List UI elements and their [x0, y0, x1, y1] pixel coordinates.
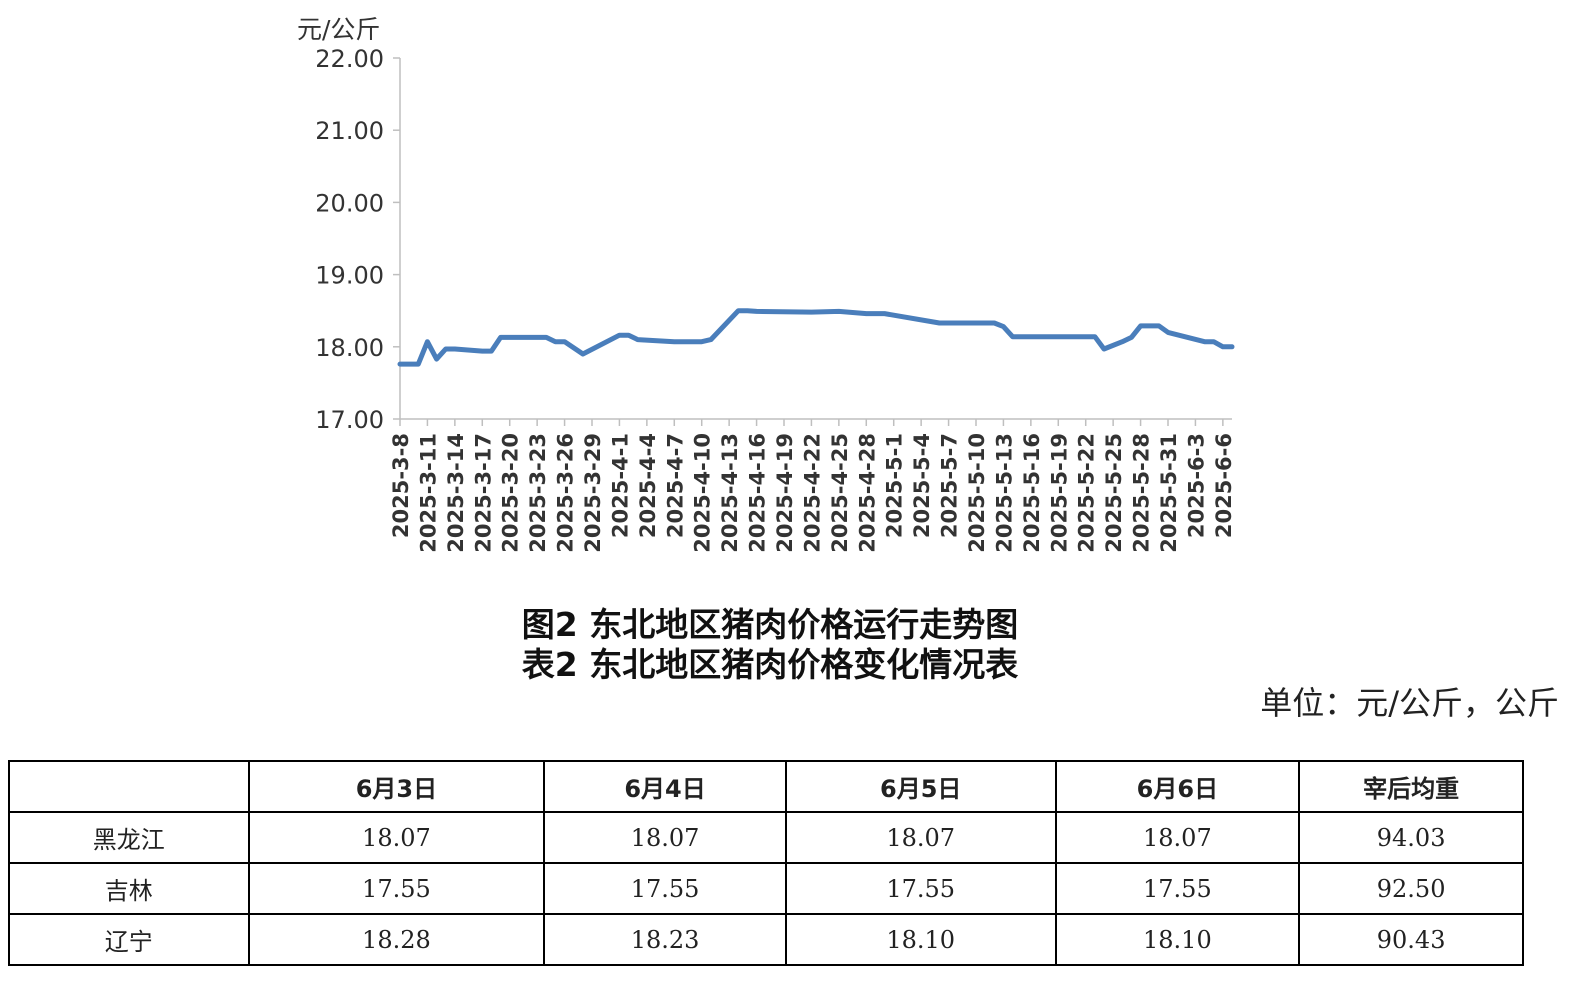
y-tick-label: 20.00	[315, 189, 384, 217]
x-tick-label: 2025-5-22	[1075, 433, 1099, 553]
series-group	[397, 308, 1235, 367]
table-row: 吉林 17.55 17.55 17.55 17.55 92.50	[8, 862, 1524, 915]
y-tick-label: 19.00	[315, 262, 384, 290]
x-tick-label: 2025-3-11	[416, 433, 440, 553]
price-cell: 17.55	[543, 862, 787, 915]
price-cell: 18.07	[247, 811, 546, 864]
header-cell: 6月6日	[1054, 760, 1301, 813]
y-axis: 17.00 18.00 19.00 20.00 21.00 22.00元/公斤	[297, 15, 401, 434]
x-tick-label: 2025-4-16	[746, 433, 770, 553]
x-tick-label: 2025-4-25	[828, 433, 852, 553]
x-tick-label: 2025-5-4	[910, 433, 934, 538]
x-tick-label: 2025-5-13	[992, 433, 1016, 553]
y-tick-label: 21.00	[315, 117, 384, 145]
price-trend-chart: 17.00 18.00 19.00 20.00 21.00 22.00元/公斤 2025-…	[297, 15, 1236, 553]
x-tick-label: 2025-4-7	[663, 433, 687, 538]
price-cell: 18.07	[1054, 811, 1301, 864]
price-cell: 18.10	[1054, 913, 1301, 966]
x-tick-label: 2025-4-4	[636, 433, 660, 538]
x-tick-label: 2025-3-14	[444, 433, 468, 553]
y-axis-label: 元/公斤	[297, 15, 380, 44]
x-tick-label: 2025-4-22	[800, 433, 824, 553]
table-row: 辽宁 18.28 18.23 18.10 18.10 90.43	[8, 913, 1524, 966]
header-cell: 6月5日	[784, 760, 1057, 813]
x-tick-label: 2025-3-20	[499, 433, 523, 553]
x-tick-label: 2025-5-28	[1130, 433, 1154, 553]
price-table: 6月3日 6月4日 6月5日 6月6日 宰后均重 黑龙江 18.07 18.07…	[8, 760, 1524, 966]
x-tick-label: 2025-4-28	[855, 433, 879, 553]
weight-cell: 90.43	[1298, 913, 1524, 966]
x-tick-label: 2025-5-10	[965, 433, 989, 553]
x-tick-label: 2025-3-29	[581, 433, 605, 553]
x-tick-label: 2025-5-31	[1157, 433, 1181, 553]
price-cell: 18.28	[247, 913, 546, 966]
table-row: 黑龙江 18.07 18.07 18.07 18.07 94.03	[8, 811, 1524, 864]
price-cell: 17.55	[1054, 862, 1301, 915]
x-tick-label: 2025-5-19	[1047, 433, 1071, 553]
region-cell: 辽宁	[8, 913, 250, 966]
y-tick-label: 18.00	[315, 334, 384, 362]
x-tick-label: 2025-4-19	[773, 433, 797, 553]
table-header-row: 6月3日 6月4日 6月5日 6月6日 宰后均重	[8, 760, 1524, 813]
header-cell: 6月4日	[543, 760, 787, 813]
x-tick-label: 2025-4-10	[691, 433, 715, 553]
weight-cell: 94.03	[1298, 811, 1524, 864]
header-cell: 6月3日	[247, 760, 546, 813]
x-tick-label: 2025-3-26	[554, 433, 578, 553]
weight-cell: 92.50	[1298, 862, 1524, 915]
x-tick-label: 2025-6-3	[1184, 433, 1208, 538]
x-tick-label: 2025-4-1	[608, 433, 632, 538]
x-tick-label: 2025-5-25	[1102, 433, 1126, 553]
y-tick-label: 22.00	[315, 45, 384, 73]
x-tick-label: 2025-6-6	[1212, 433, 1236, 538]
price-cell: 18.10	[784, 913, 1057, 966]
price-cell: 17.55	[247, 862, 546, 915]
figure-caption: 图2 东北地区猪肉价格运行走势图	[521, 605, 1019, 644]
price-cell: 18.07	[543, 811, 787, 864]
price-cell: 18.07	[784, 811, 1057, 864]
x-tick-label: 2025-4-13	[718, 433, 742, 553]
table-caption: 表2 东北地区猪肉价格变化情况表	[521, 645, 1019, 684]
x-axis: 2025-3-8 2025-3-11 2025-3-14 2025-3-17 2025-…	[389, 418, 1236, 553]
header-cell: 宰后均重	[1298, 760, 1524, 813]
x-tick-label: 2025-3-23	[526, 433, 550, 553]
x-tick-label: 2025-3-8	[389, 433, 413, 538]
x-tick-label: 2025-5-16	[1020, 433, 1044, 553]
price-series-line	[397, 308, 1235, 367]
region-cell: 吉林	[8, 862, 250, 915]
region-cell: 黑龙江	[8, 811, 250, 864]
unit-note: 单位：元/公斤，公斤	[1260, 684, 1559, 722]
x-tick-label: 2025-5-1	[883, 433, 907, 538]
x-tick-label: 2025-5-7	[938, 433, 962, 538]
x-tick-label: 2025-3-17	[471, 433, 495, 553]
price-cell: 18.23	[543, 913, 787, 966]
y-tick-label: 17.00	[315, 406, 384, 434]
price-cell: 17.55	[784, 862, 1057, 915]
header-cell	[8, 760, 250, 813]
